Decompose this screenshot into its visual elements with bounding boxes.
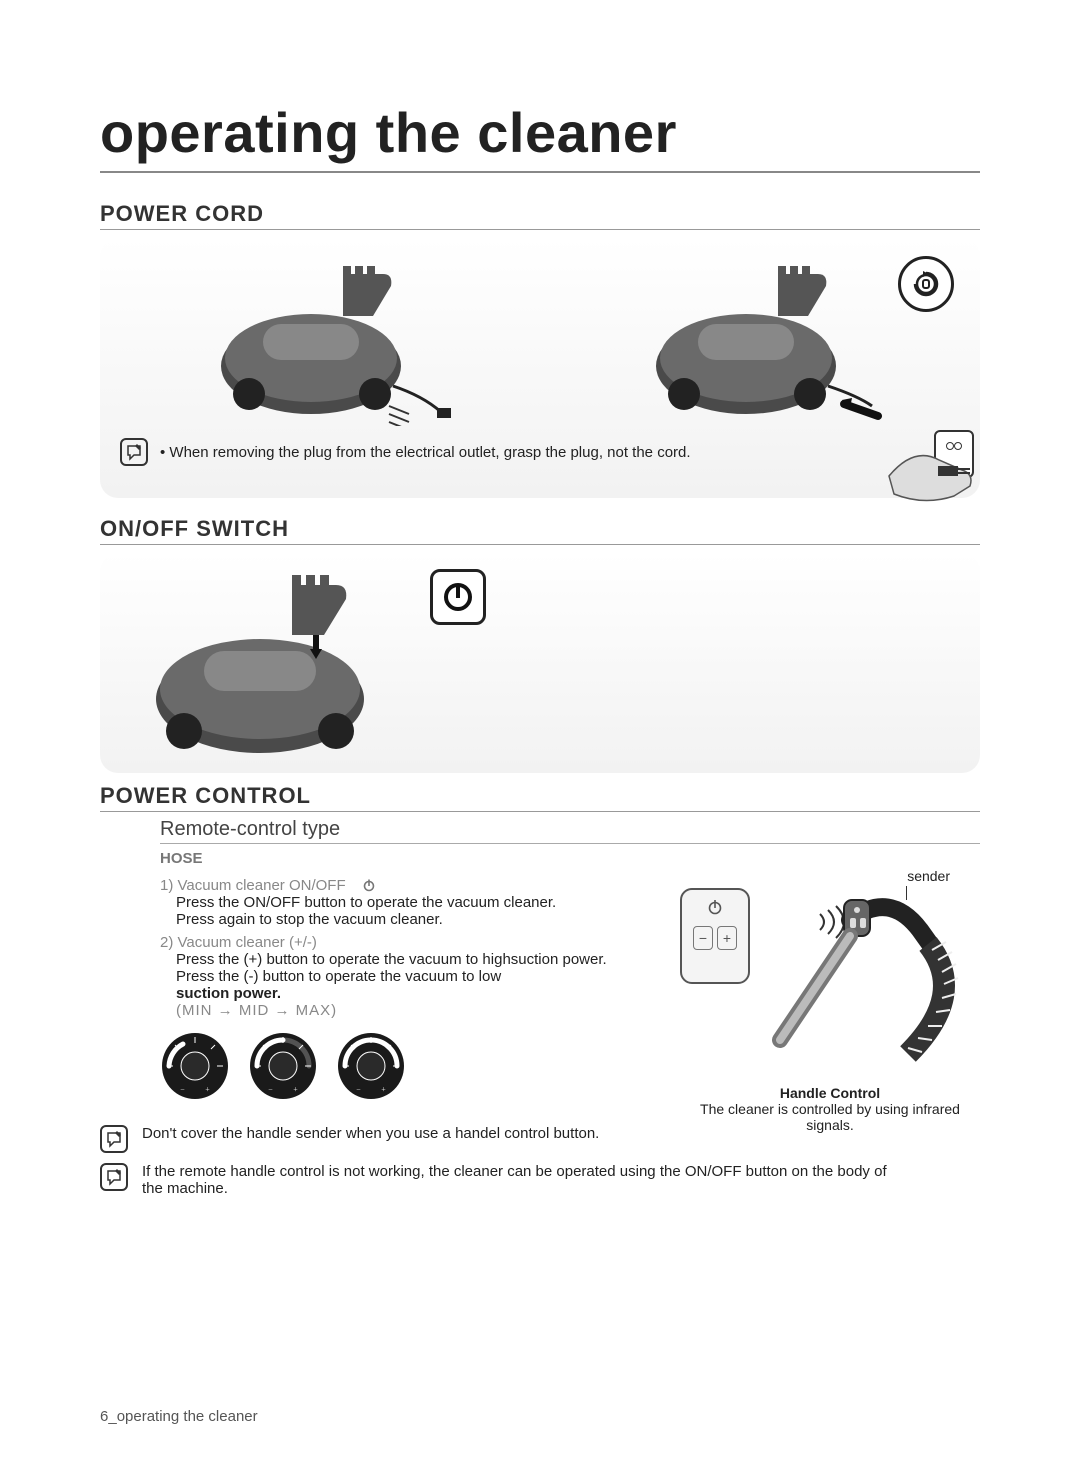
dial-mid-icon: － ＋ <box>248 1031 318 1101</box>
svg-text:－ ＋: － ＋ <box>356 1087 386 1093</box>
svg-text:－ ＋: － ＋ <box>180 1087 210 1093</box>
page-number: 6 <box>100 1408 108 1425</box>
handle-hose-icon <box>760 880 990 1080</box>
power-cord-note: When removing the plug from the electric… <box>160 444 691 461</box>
step1-title-text: 1) Vacuum cleaner ON/OFF <box>160 877 346 894</box>
figure-cord-extend <box>120 266 525 426</box>
handle-caption-title: Handle Control <box>680 1085 980 1101</box>
section-heading-onoff: ON/OFF SWITCH <box>100 516 980 545</box>
power-cord-panel: When removing the plug from the electric… <box>100 238 980 498</box>
page-title: operating the cleaner <box>100 100 980 173</box>
footer: 6_operating the cleaner <box>100 1408 258 1425</box>
footer-label: operating the cleaner <box>117 1408 258 1425</box>
remote-inset: − + <box>680 888 750 984</box>
handle-caption-body: The cleaner is controlled by using infra… <box>680 1101 980 1133</box>
remote-plus-button[interactable]: + <box>717 926 737 950</box>
dial-min-icon: － ＋ <box>160 1031 230 1101</box>
section-heading-power-cord: POWER CORD <box>100 201 980 230</box>
power-sequence: (MIN → MID → MAX) <box>176 1002 620 1019</box>
figure-onoff <box>120 571 420 761</box>
step1-body-b: Press again to stop the vacuum cleaner. <box>176 911 620 928</box>
onoff-symbol-icon <box>430 569 486 625</box>
step2-suction: suction power. <box>176 985 620 1002</box>
figure-handle-remote: − + <box>680 880 980 1080</box>
handle-caption: Handle Control The cleaner is controlled… <box>680 1085 980 1133</box>
dial-max-icon: － ＋ <box>336 1031 406 1101</box>
step2-body: Press the (+) button to operate the vacu… <box>176 951 620 985</box>
note-icon <box>100 1163 128 1191</box>
steps: 1) Vacuum cleaner ON/OFF Press the ON/OF… <box>160 877 620 1019</box>
power-icon <box>362 878 376 892</box>
note-icon <box>100 1125 128 1153</box>
onoff-panel <box>100 553 980 773</box>
remote-power-icon <box>706 898 724 916</box>
step2-title: 2) Vacuum cleaner (+/-) <box>160 934 620 951</box>
hose-label: HOSE <box>160 850 980 867</box>
subtype-remote: Remote-control type <box>160 818 980 844</box>
hand-plug-icon <box>884 436 984 506</box>
cord-rewind-icon <box>898 256 954 312</box>
section-heading-power-control: POWER CONTROL <box>100 783 980 812</box>
svg-text:－ ＋: － ＋ <box>268 1087 298 1093</box>
tip-2: If the remote handle control is not work… <box>142 1163 902 1197</box>
tip-1: Don't cover the handle sender when you u… <box>142 1125 599 1142</box>
remote-minus-button[interactable]: − <box>693 926 713 950</box>
note-icon <box>120 438 148 466</box>
step1-title: 1) Vacuum cleaner ON/OFF <box>160 877 620 894</box>
step1-body-a: Press the ON/OFF button to operate the v… <box>176 894 620 911</box>
